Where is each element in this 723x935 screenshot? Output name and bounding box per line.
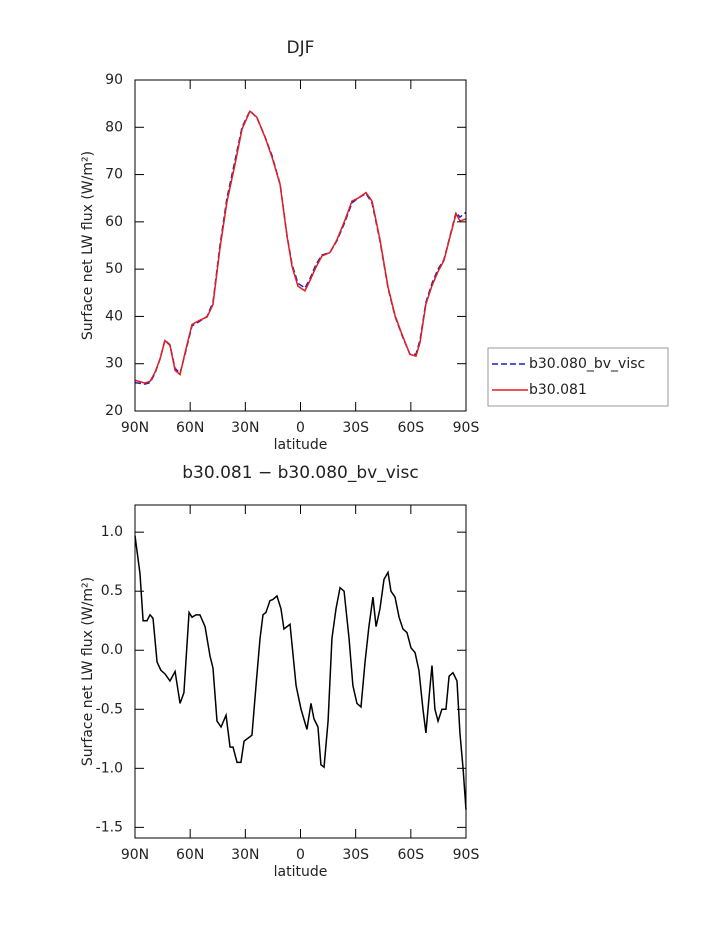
y-tick-label: 50	[105, 261, 123, 277]
x-axis-label: latitude	[274, 437, 328, 453]
y-tick-label: 30	[105, 356, 123, 372]
x-tick-label: 0	[296, 847, 305, 863]
y-tick-label: 90	[105, 72, 123, 88]
data-line	[134, 535, 467, 810]
x-tick-label: 30N	[231, 420, 259, 436]
y-tick-label: 70	[105, 167, 123, 183]
y-axis-label: Surface net LW flux (W/m²)	[80, 151, 96, 340]
x-tick-label: 90S	[453, 847, 480, 863]
x-tick-label: 30S	[342, 420, 369, 436]
y-tick-label: 20	[105, 403, 123, 419]
y-tick-label: 0.5	[101, 583, 123, 599]
y-tick-label: 0.0	[101, 642, 123, 658]
chart-title: DJF	[287, 38, 315, 58]
y-tick-label: -1.5	[96, 819, 123, 835]
y-tick-label: 1.0	[101, 524, 123, 540]
y-tick-label: 80	[105, 119, 123, 135]
legend-label: b30.080_bv_visc	[529, 356, 645, 372]
legend-label: b30.081	[529, 382, 587, 398]
y-tick-label: 60	[105, 214, 123, 230]
x-tick-label: 30N	[231, 847, 259, 863]
x-tick-label: 60S	[397, 420, 424, 436]
data-line	[134, 109, 467, 384]
y-tick-label: -1.0	[96, 760, 123, 776]
x-tick-label: 60N	[176, 847, 204, 863]
x-tick-label: 60S	[397, 847, 424, 863]
x-tick-label: 90N	[121, 847, 149, 863]
x-tick-label: 0	[296, 420, 305, 436]
plot-frame	[134, 79, 467, 412]
x-tick-label: 30S	[342, 847, 369, 863]
x-tick-label: 90N	[121, 420, 149, 436]
y-tick-label: -0.5	[96, 701, 123, 717]
x-axis-label: latitude	[274, 864, 328, 880]
chart-title: b30.081 − b30.080_bv_visc	[182, 463, 418, 483]
data-line	[134, 109, 467, 385]
x-tick-label: 90S	[453, 420, 480, 436]
x-tick-label: 60N	[176, 420, 204, 436]
legend-box	[487, 347, 669, 407]
y-tick-label: 40	[105, 308, 123, 324]
y-axis-label: Surface net LW flux (W/m²)	[80, 577, 96, 766]
